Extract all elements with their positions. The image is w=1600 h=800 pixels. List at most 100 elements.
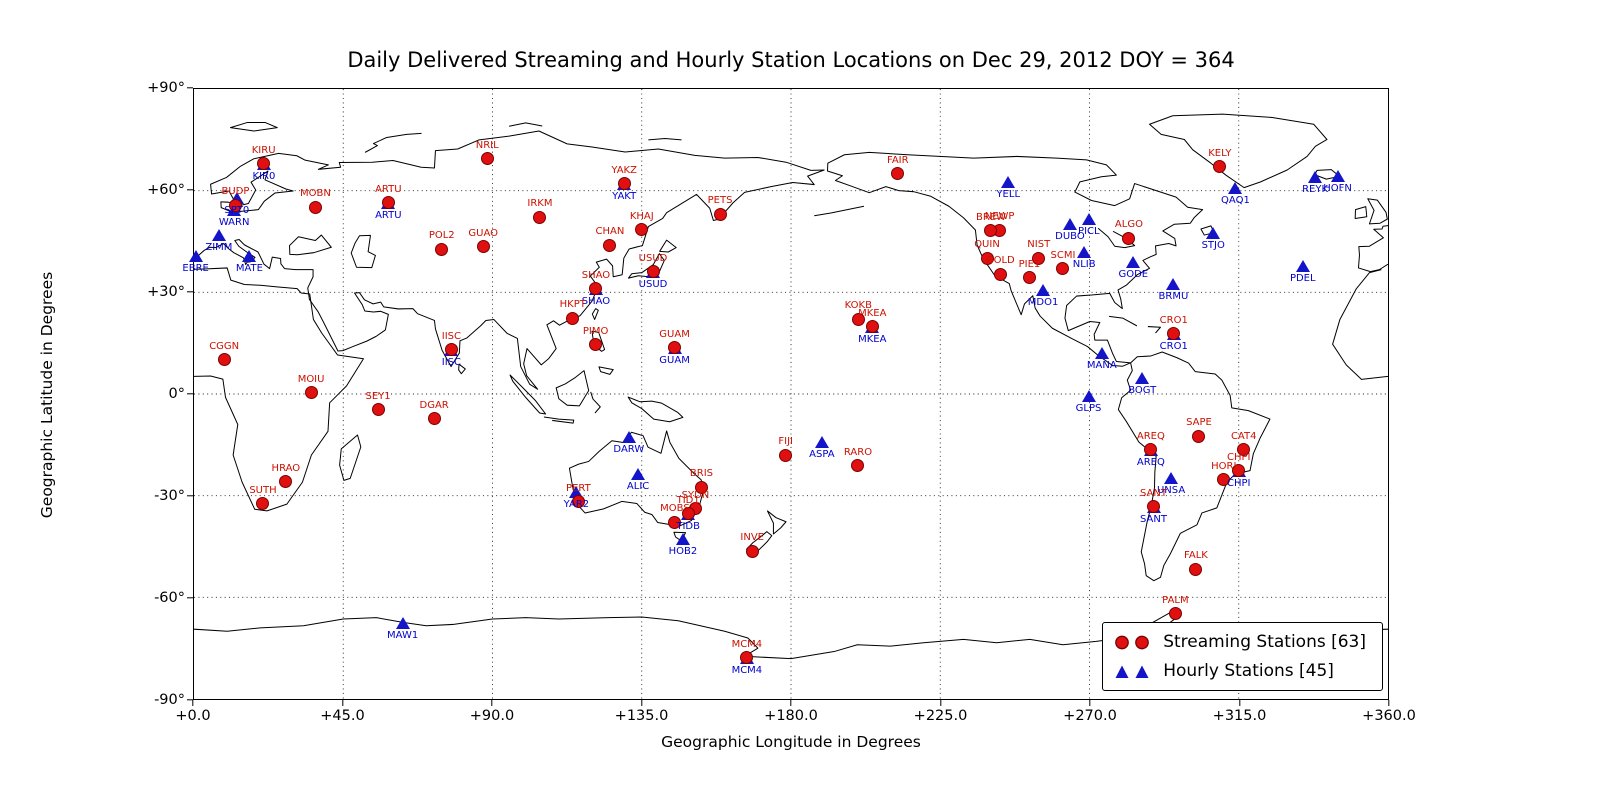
station-label: QAQ1 [1221, 195, 1250, 207]
x-tick-label: +135.0 [614, 708, 669, 724]
station-label: CRO1 [1159, 340, 1188, 352]
streaming-station-marker [1122, 231, 1136, 245]
streaming-station-marker [681, 507, 695, 521]
y-tick-mark [187, 87, 193, 89]
station-label: YAR2 [563, 499, 590, 511]
station-markers-layer: KIR0 SPT0 WARN ZIMM EBRE MATE ARTU YAKT SHAO USUD… [182, 89, 1388, 699]
hourly-station-marker [1081, 390, 1096, 403]
x-tick-mark [1388, 700, 1390, 706]
y-tick-mark [187, 393, 193, 395]
x-tick-label: +315.0 [1212, 708, 1267, 724]
hourly-station-marker [1001, 176, 1016, 189]
streaming-station-marker [1213, 160, 1227, 174]
station-label: KHAJ [629, 210, 654, 222]
hourly-station-marker [395, 617, 410, 630]
streaming-station-marker [435, 242, 449, 256]
streaming-station-marker [993, 267, 1007, 281]
x-tick-label: +0.0 [175, 708, 211, 724]
station-label: ZIMM [205, 242, 233, 254]
streaming-station-marker [1232, 464, 1246, 478]
streaming-station-marker [668, 515, 682, 529]
station-label: KELY [1208, 147, 1232, 159]
station-label: USUD [638, 278, 668, 290]
y-tick-mark [187, 291, 193, 293]
station-label: TID1 [676, 494, 700, 506]
station-label: STJO [1201, 239, 1225, 251]
hourly-station-marker [1164, 471, 1179, 484]
station-label: KIRU [251, 144, 276, 156]
hourly-station-marker [188, 249, 203, 262]
streaming-station-marker [1217, 473, 1231, 487]
hourly-station-marker [1036, 283, 1051, 296]
streaming-station-marker [646, 265, 660, 279]
station-label: HOB2 [668, 546, 698, 558]
station-label: YELL [996, 189, 1021, 201]
station-label: POL2 [428, 230, 455, 242]
x-tick-label: +360.0 [1362, 708, 1416, 724]
streaming-station-marker [617, 177, 631, 191]
station-label: USUD [638, 252, 668, 264]
plot-area: KIR0 SPT0 WARN ZIMM EBRE MATE ARTU YAKT SHAO USUD… [182, 88, 1389, 700]
station-label: HRAO [271, 462, 301, 474]
streaming-station-marker [308, 200, 322, 214]
station-label: FAIR [886, 154, 909, 166]
hourly-station-marker [1228, 182, 1243, 195]
station-label: CGGN [209, 340, 240, 352]
station-label: PIMO [582, 325, 609, 337]
streaming-station-marker [256, 497, 270, 511]
legend: Streaming Stations [63] Hourly Stations … [1102, 622, 1383, 691]
station-label: SHAO [581, 295, 611, 307]
x-tick-mark [192, 700, 194, 706]
hourly-station-marker [814, 436, 829, 449]
station-label: PIE1 [1018, 258, 1041, 270]
station-label: WARN [218, 217, 250, 229]
station-label: BRMU [1158, 291, 1189, 303]
station-label: AREQ [1136, 430, 1165, 442]
coastlines [194, 113, 1388, 660]
streaming-station-marker [217, 353, 231, 367]
streaming-station-marker [1237, 443, 1251, 457]
station-label: SUTH [249, 484, 277, 496]
streaming-marker-icon [1115, 635, 1150, 649]
x-axis-label: Geographic Longitude in Degrees [661, 733, 921, 751]
y-tick-mark [187, 597, 193, 599]
streaming-station-marker [589, 338, 603, 352]
hourly-station-marker [1330, 170, 1345, 183]
x-tick-mark [1238, 700, 1241, 706]
station-label: MOBS [660, 503, 690, 515]
hourly-station-marker [1126, 255, 1141, 268]
hourly-station-marker [1295, 260, 1310, 273]
streaming-station-marker [980, 251, 994, 265]
station-label: TIDB [676, 520, 700, 532]
streaming-station-marker [427, 412, 441, 426]
streaming-station-marker [851, 312, 865, 326]
station-label: SYDN [681, 489, 710, 501]
station-label: NEWP [984, 211, 1015, 223]
streaming-station-marker [1022, 271, 1036, 285]
y-tick-label: -60° [154, 590, 185, 606]
hourly-station-marker [211, 229, 226, 242]
station-label: KIR0 [252, 170, 276, 182]
station-label: PDEL [1289, 273, 1316, 285]
station-label: DUBO [1055, 230, 1085, 242]
y-tick-mark [187, 189, 193, 191]
streaming-station-marker [603, 238, 617, 252]
hourly-marker-icon [1115, 665, 1149, 678]
station-label: HKPT [559, 299, 586, 311]
streaming-station-marker [381, 196, 395, 210]
station-label: GUAO [468, 227, 499, 239]
hourly-station-marker [1062, 217, 1077, 230]
station-label: CHPI [1227, 477, 1251, 489]
y-tick-mark [187, 699, 193, 701]
streaming-station-marker [304, 386, 318, 400]
streaming-station-marker [1144, 443, 1158, 457]
streaming-station-marker [1192, 429, 1206, 443]
station-label: PERT [566, 482, 591, 494]
station-label: SEY1 [365, 390, 391, 402]
x-tick-label: +270.0 [1063, 708, 1117, 724]
station-label: MANA [1086, 359, 1117, 371]
streaming-station-marker [533, 210, 547, 224]
station-label: MKEA [858, 333, 887, 345]
station-label: REYK [1302, 183, 1328, 195]
